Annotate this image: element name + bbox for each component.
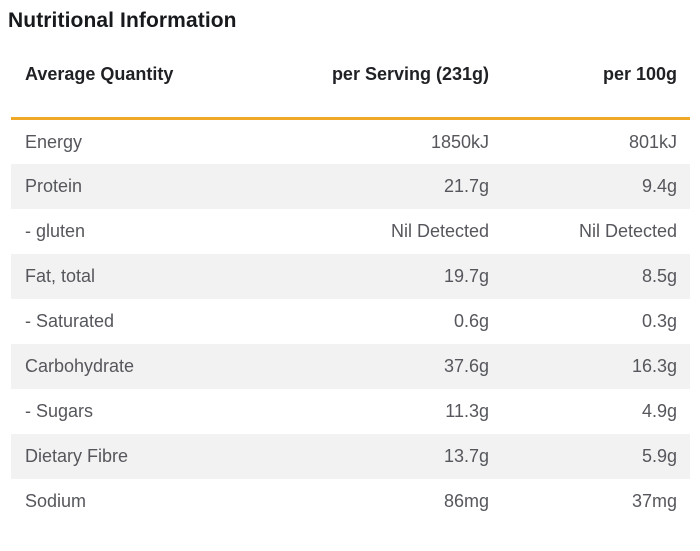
column-header-average-quantity: Average Quantity xyxy=(11,63,261,120)
row-label: Fat, total xyxy=(25,266,96,286)
row-label: Carbohydrate xyxy=(25,356,135,376)
value-per-serving: 37.6g xyxy=(443,356,489,376)
value-per-serving: 21.7g xyxy=(443,176,489,196)
table-row-sodium: Sodium 86mg 37mg xyxy=(11,479,690,524)
value-per-100g: 37mg xyxy=(631,491,677,511)
value-per-serving: 19.7g xyxy=(443,266,489,286)
value-per-serving: 1850kJ xyxy=(430,131,489,152)
value-per-100g: 8.5g xyxy=(641,266,677,286)
value-per-serving: 0.6g xyxy=(453,311,489,331)
value-per-100g: 16.3g xyxy=(631,356,677,376)
row-label: Sodium xyxy=(25,491,87,511)
value-per-100g: 801kJ xyxy=(628,131,677,152)
table-row-energy: Energy 1850kJ 801kJ xyxy=(11,119,690,164)
row-label: Dietary Fibre xyxy=(25,446,129,466)
table-row-saturated: - Saturated 0.6g 0.3g xyxy=(11,299,690,344)
value-per-serving: Nil Detected xyxy=(390,221,489,241)
value-per-serving: 11.3g xyxy=(445,401,489,421)
value-per-100g: 0.3g xyxy=(641,311,677,331)
value-per-serving: 86mg xyxy=(443,491,489,511)
row-label: Protein xyxy=(25,176,83,196)
value-per-100g: Nil Detected xyxy=(578,221,677,241)
table-header-row: Average Quantity per Serving (231g) per … xyxy=(11,63,690,120)
row-label: Energy xyxy=(25,131,83,152)
table-row-protein: Protein 21.7g 9.4g xyxy=(11,163,690,209)
page-title: Nutritional Information xyxy=(8,9,237,32)
column-header-per-serving: per Serving (231g) xyxy=(261,63,502,120)
value-per-serving: 13.7g xyxy=(443,446,489,466)
value-per-100g: 9.4g xyxy=(641,176,677,196)
table-row-sugars: - Sugars 11.3g 4.9g xyxy=(11,389,690,434)
table-row-carbohydrate: Carbohydrate 37.6g 16.3g xyxy=(11,343,690,389)
table-row-fat-total: Fat, total 19.7g 8.5g xyxy=(11,253,690,299)
row-label: - Sugars xyxy=(25,401,94,421)
column-header-per-100g: per 100g xyxy=(502,63,690,120)
nutrition-table: Average Quantity per Serving (231g) per … xyxy=(11,63,690,524)
value-per-100g: 4.9g xyxy=(641,401,677,421)
table-row-gluten: - gluten Nil Detected Nil Detected xyxy=(11,209,690,254)
value-per-100g: 5.9g xyxy=(641,446,677,466)
table-row-dietary-fibre: Dietary Fibre 13.7g 5.9g xyxy=(11,433,690,479)
row-label: - Saturated xyxy=(25,311,115,331)
row-label: - gluten xyxy=(25,221,86,241)
